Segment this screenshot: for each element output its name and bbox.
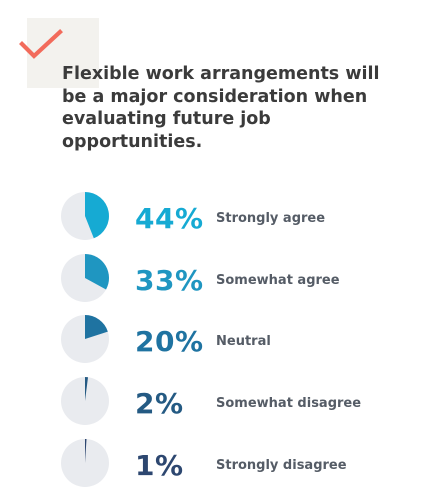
percent-label: 33% bbox=[135, 264, 204, 297]
response-label: Strongly disagree bbox=[216, 458, 347, 473]
percent-label: 1% bbox=[135, 449, 184, 482]
pie-slice bbox=[85, 254, 109, 290]
headline: Flexible work arrangements will be a maj… bbox=[62, 64, 380, 152]
chart-row-strongly-agree: 44% Strongly agree bbox=[0, 191, 424, 253]
percent-label: 20% bbox=[135, 325, 204, 358]
chart-row-somewhat-agree: 33% Somewhat agree bbox=[0, 253, 424, 315]
chart-row-somewhat-disagree: 2% Somewhat disagree bbox=[0, 376, 424, 438]
check-icon bbox=[19, 29, 63, 59]
response-label: Somewhat agree bbox=[216, 273, 340, 288]
pie-somewhat-agree bbox=[61, 254, 109, 302]
pie-neutral bbox=[61, 315, 109, 363]
response-label: Somewhat disagree bbox=[216, 396, 362, 411]
pie-strongly-disagree bbox=[61, 439, 109, 487]
percent-label: 44% bbox=[135, 202, 204, 235]
chart-row-neutral: 20% Neutral bbox=[0, 314, 424, 376]
pie-somewhat-disagree bbox=[61, 377, 109, 425]
pie-slice bbox=[85, 439, 87, 463]
pie-slice bbox=[85, 377, 89, 401]
pie-slice bbox=[85, 315, 108, 339]
response-label: Neutral bbox=[216, 334, 271, 349]
response-label: Strongly agree bbox=[216, 211, 326, 226]
pie-slice bbox=[85, 192, 109, 239]
chart-row-strongly-disagree: 1% Strongly disagree bbox=[0, 438, 424, 500]
pie-strongly-agree bbox=[61, 192, 109, 240]
percent-label: 2% bbox=[135, 387, 184, 420]
